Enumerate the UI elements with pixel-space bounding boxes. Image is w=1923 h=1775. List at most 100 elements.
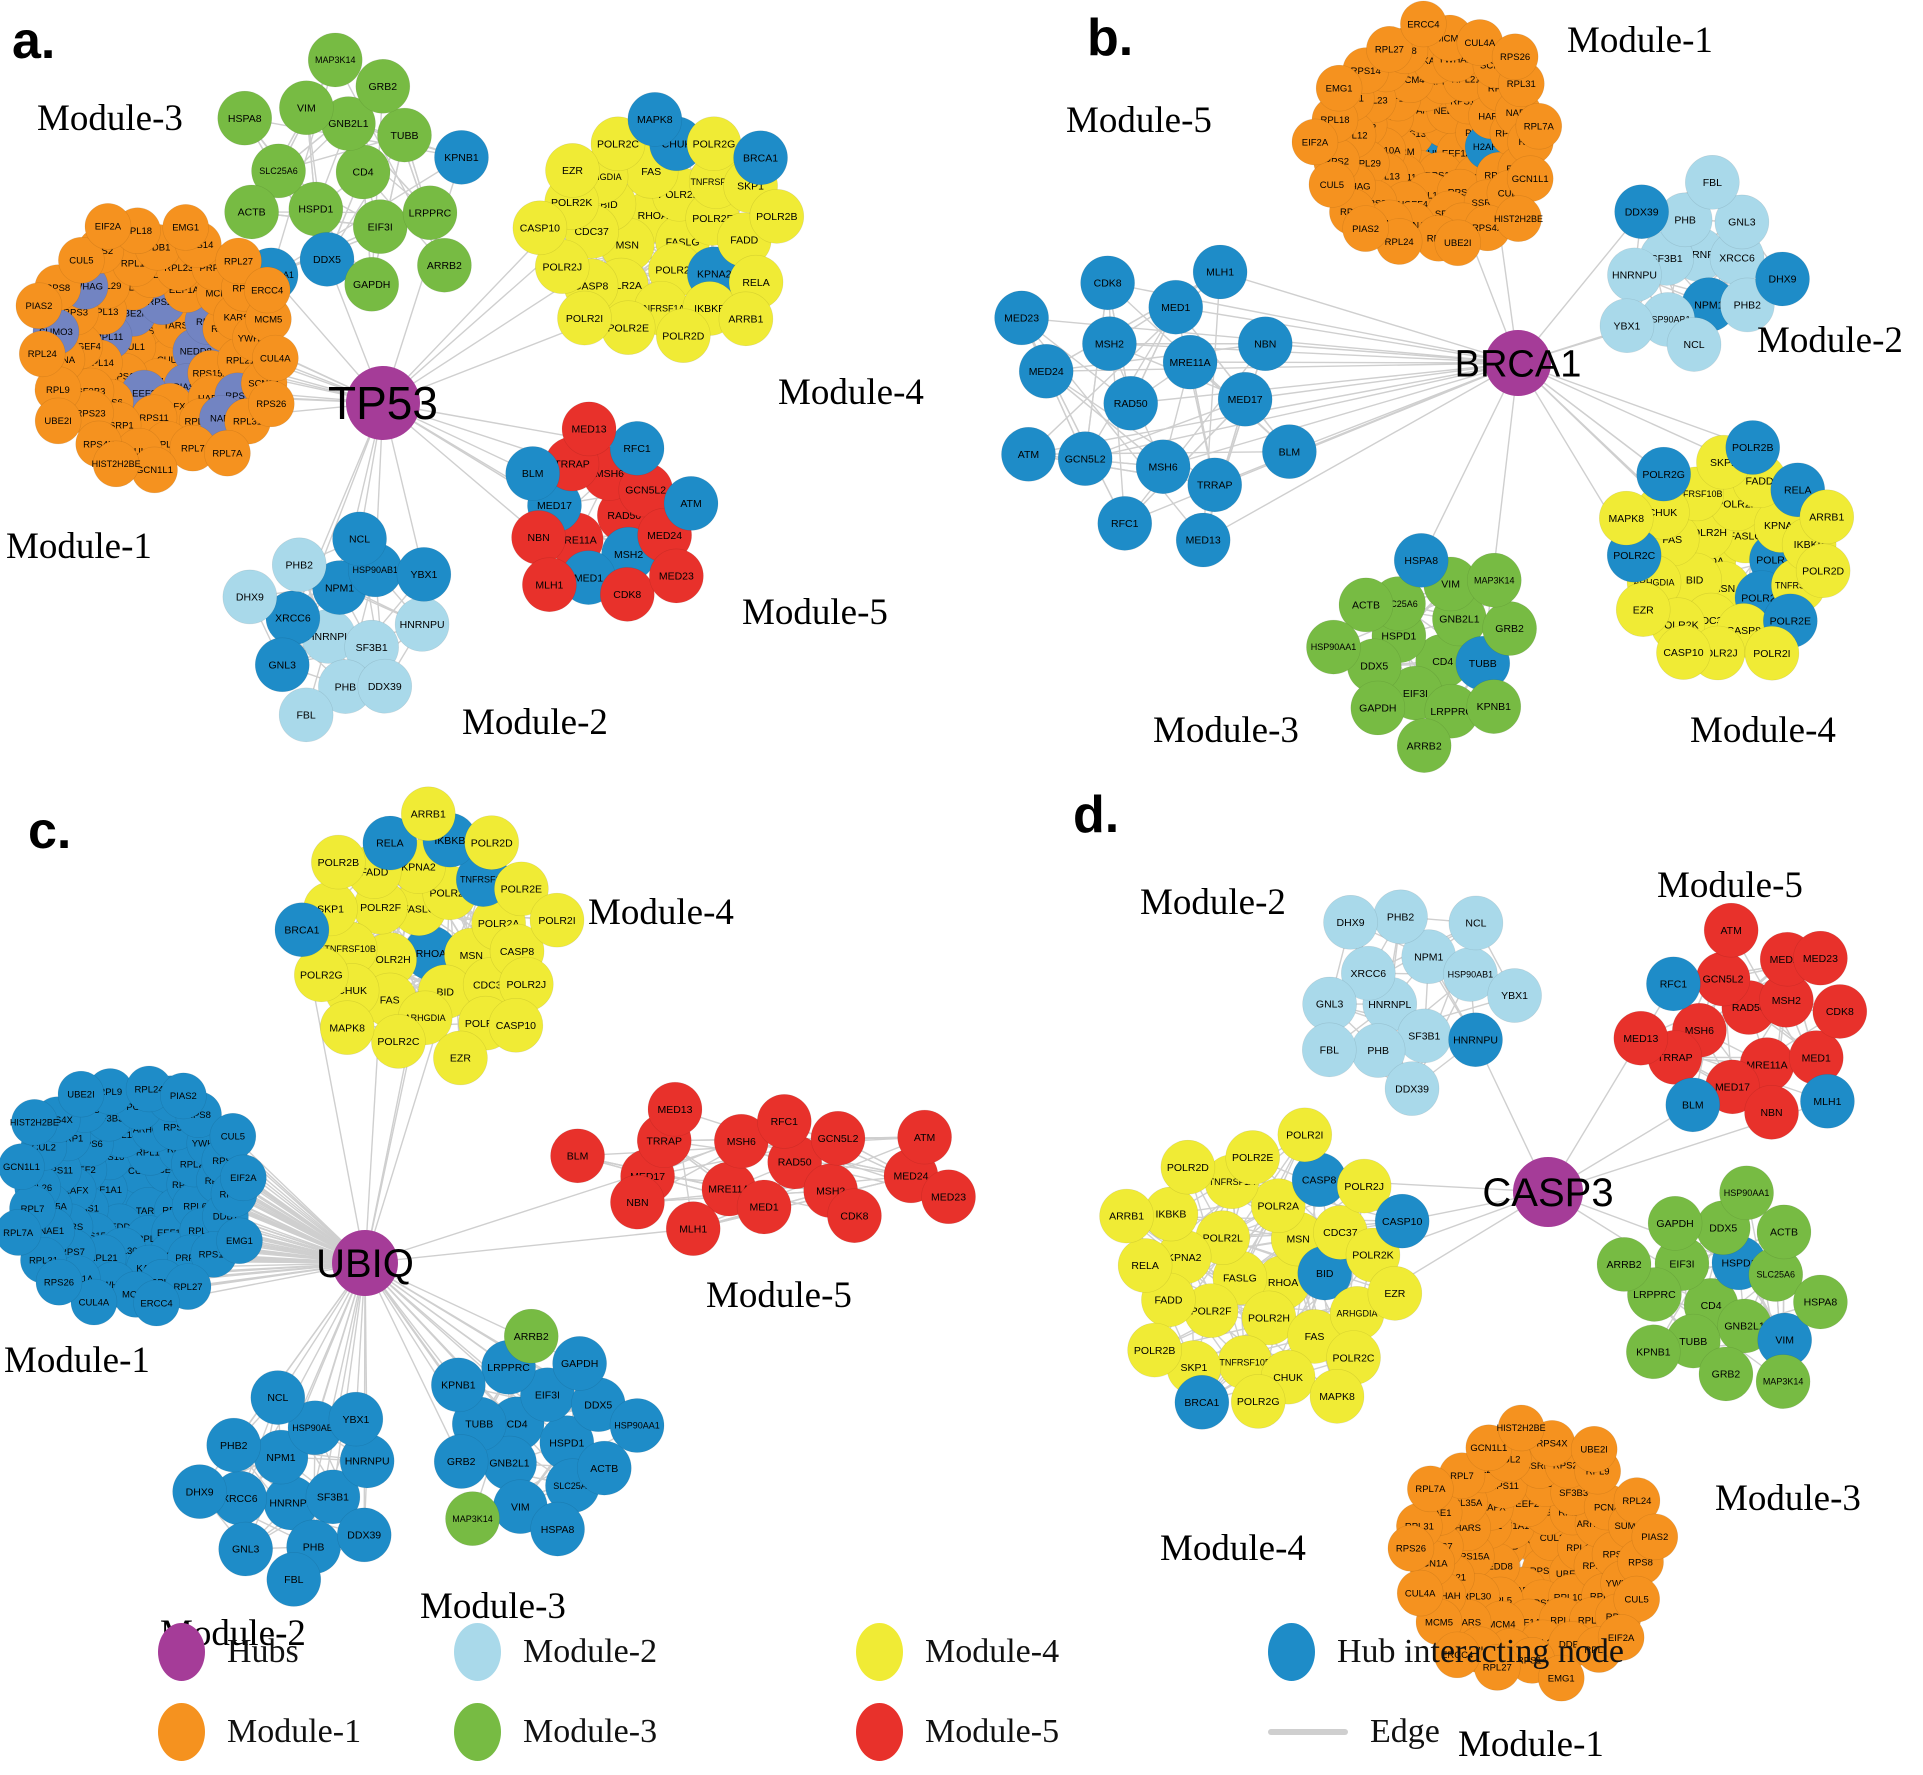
node-POLR2I[interactable] <box>529 892 585 948</box>
node-EIF2A[interactable] <box>1291 118 1339 166</box>
node-GAPDH[interactable] <box>552 1336 607 1391</box>
node-MSH2[interactable] <box>1082 316 1137 371</box>
node-CDK8[interactable] <box>1080 255 1135 311</box>
node-FBL[interactable] <box>1685 154 1740 210</box>
node-HSP90AA1[interactable] <box>609 1398 665 1453</box>
node-YBX1[interactable] <box>328 1391 384 1447</box>
node-FBL[interactable] <box>278 687 334 743</box>
node-NBN[interactable] <box>1237 316 1293 372</box>
node-RPL7A[interactable] <box>1515 102 1563 150</box>
node-GNL3[interactable] <box>218 1521 273 1577</box>
node-RELA[interactable] <box>362 815 418 871</box>
node-RPL24[interactable] <box>18 330 66 378</box>
node-CDK8[interactable] <box>827 1188 882 1244</box>
node-HSPA8[interactable] <box>1393 533 1449 588</box>
node-BLM[interactable] <box>1262 424 1317 479</box>
node-EMG1[interactable] <box>162 204 209 251</box>
node-ATM[interactable] <box>663 476 719 531</box>
node-EIF2A[interactable] <box>220 1154 267 1202</box>
node-YBX1[interactable] <box>1599 298 1655 354</box>
node-GRB2[interactable] <box>355 59 411 114</box>
node-EZR[interactable] <box>433 1030 488 1086</box>
node-KPNB1[interactable] <box>434 130 489 185</box>
node-DDX39[interactable] <box>336 1507 392 1563</box>
node-ARRB2[interactable] <box>1396 718 1452 773</box>
node-KPNB1[interactable] <box>431 1357 486 1413</box>
node-POLR2B[interactable] <box>1725 420 1781 475</box>
node-MLH1[interactable] <box>1192 244 1248 300</box>
node-GCN1L1[interactable] <box>0 1143 45 1190</box>
node-MED23[interactable] <box>921 1169 976 1225</box>
node-ARRB1[interactable] <box>400 786 456 842</box>
node-DDX39[interactable] <box>1614 184 1669 240</box>
node-NCL[interactable] <box>1666 317 1722 372</box>
node-RPL7A[interactable] <box>204 429 251 477</box>
node-CASP10[interactable] <box>1656 625 1711 680</box>
node-HSPA8[interactable] <box>217 90 273 146</box>
node-LRPPRC[interactable] <box>402 185 458 241</box>
node-YBX1[interactable] <box>396 547 452 602</box>
node-MAPK8[interactable] <box>1599 490 1654 546</box>
node-POLR2I[interactable] <box>557 290 612 346</box>
node-BRCA1[interactable] <box>274 902 330 957</box>
node-MED23[interactable] <box>994 290 1049 346</box>
node-UBE2I[interactable] <box>57 1070 105 1118</box>
node-EZR[interactable] <box>1615 582 1671 637</box>
node-DDX5[interactable] <box>299 232 355 287</box>
node-CUL4A[interactable] <box>252 334 299 382</box>
hub-node-BRCA1[interactable] <box>1485 330 1551 396</box>
node-ACTB[interactable] <box>576 1440 632 1496</box>
node-ARRB2[interactable] <box>417 237 472 293</box>
node-POLR2D[interactable] <box>464 815 519 870</box>
node-TUBB[interactable] <box>377 107 432 163</box>
node-POLR2B[interactable] <box>311 834 366 890</box>
node-BRCA1[interactable] <box>733 130 788 186</box>
node-NCL[interactable] <box>332 511 387 567</box>
node-POLR2E[interactable] <box>494 861 549 917</box>
node-EMG1[interactable] <box>1315 64 1363 112</box>
node-MED17[interactable] <box>1217 371 1273 427</box>
node-MED1[interactable] <box>1148 279 1204 335</box>
node-MSH6[interactable] <box>1135 439 1191 495</box>
hub-node-TP53[interactable] <box>346 366 420 440</box>
node-MLH1[interactable] <box>522 557 577 613</box>
node-FBL[interactable] <box>266 1552 322 1607</box>
node-EIF2A[interactable] <box>84 203 132 250</box>
node-DDX39[interactable] <box>357 658 413 714</box>
node-DHX9[interactable] <box>1755 251 1810 307</box>
node-RPL27[interactable] <box>215 237 262 285</box>
node-GRB2[interactable] <box>433 1434 489 1489</box>
node-RPS26[interactable] <box>247 380 295 428</box>
node-ARRB2[interactable] <box>503 1308 559 1364</box>
node-POLR2G[interactable] <box>1636 446 1691 502</box>
node-RFC1[interactable] <box>609 421 665 476</box>
node-MED24[interactable] <box>1018 343 1074 399</box>
node-ARRB1[interactable] <box>1799 489 1855 545</box>
node-PIAS2[interactable] <box>15 282 63 330</box>
node-RPS26[interactable] <box>1491 33 1539 81</box>
node-HIST2H2BE[interactable] <box>1495 195 1542 242</box>
node-TRRAP[interactable] <box>1187 457 1243 513</box>
node-PHB2[interactable] <box>271 537 327 593</box>
node-ERCC4[interactable] <box>243 266 291 314</box>
node-UBE2I[interactable] <box>1434 219 1482 267</box>
node-MED13[interactable] <box>1175 512 1231 568</box>
node-ERCC4[interactable] <box>1400 0 1447 48</box>
node-BLM[interactable] <box>505 446 560 501</box>
node-CDK8[interactable] <box>599 567 655 622</box>
node-GNL3[interactable] <box>1714 194 1770 250</box>
node-GAPDH[interactable] <box>344 256 399 312</box>
node-MED13[interactable] <box>561 401 617 457</box>
node-MAP3K14[interactable] <box>307 32 363 88</box>
node-PIAS2[interactable] <box>1342 205 1389 252</box>
node-NBN[interactable] <box>610 1174 665 1230</box>
node-DHX9[interactable] <box>222 569 278 625</box>
node-BLM[interactable] <box>550 1128 605 1184</box>
node-DHX9[interactable] <box>172 1464 227 1519</box>
node-GAPDH[interactable] <box>1350 680 1406 736</box>
node-MED13[interactable] <box>647 1081 703 1137</box>
node-MAP3K14[interactable] <box>445 1491 500 1546</box>
node-CUL5[interactable] <box>58 236 105 284</box>
node-KPNB1[interactable] <box>1466 679 1522 734</box>
node-RPL7A[interactable] <box>0 1209 42 1256</box>
